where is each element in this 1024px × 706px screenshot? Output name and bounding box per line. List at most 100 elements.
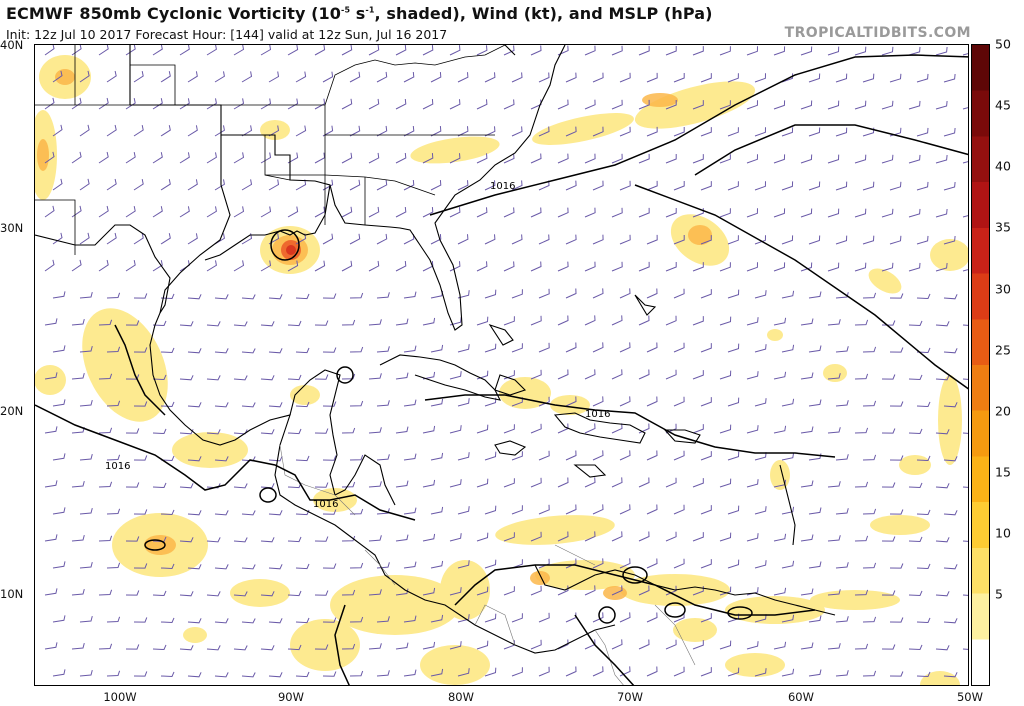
wind-barb — [422, 425, 436, 434]
wind-barb — [935, 321, 950, 327]
wind-barb — [800, 588, 814, 596]
wind-barb — [503, 153, 515, 164]
wind-barb — [746, 371, 759, 380]
wind-barb — [395, 642, 409, 650]
wind-barb — [52, 124, 63, 137]
wind-barb — [268, 179, 280, 191]
wind-barb — [584, 531, 596, 542]
wind-barb — [287, 644, 302, 651]
wind-barb — [800, 154, 813, 164]
wind-barb — [187, 294, 202, 300]
wind-barb — [646, 666, 658, 677]
wind-barb — [962, 215, 968, 218]
wind-barb — [422, 317, 436, 326]
isobar-labels: 1016 1016 1016 1016 — [105, 181, 610, 510]
wind-barb — [430, 452, 444, 461]
wind-barb — [268, 672, 283, 678]
wind-barb — [908, 428, 923, 435]
wind-barb — [584, 585, 596, 596]
wind-barb — [125, 206, 136, 218]
wind-barb — [187, 233, 198, 245]
wind-barb — [98, 45, 109, 56]
wind-barb — [746, 154, 758, 164]
wind-barb — [835, 670, 849, 677]
wind-barb — [935, 208, 948, 218]
wind-barb — [719, 46, 731, 56]
wind-barb — [773, 208, 786, 218]
wind-barb — [592, 396, 604, 407]
wind-barb — [530, 315, 542, 326]
wind-barb — [449, 533, 462, 542]
wind-barb — [908, 262, 921, 272]
lon-label-80w: 80W — [447, 690, 475, 704]
wind-barb — [773, 262, 786, 272]
wind-barb — [889, 671, 904, 677]
wind-barb — [665, 585, 677, 596]
wind-barb — [565, 180, 577, 191]
wind-barb — [511, 613, 523, 623]
wind-barb — [314, 428, 329, 434]
colorbar-tick-label: 25 — [995, 342, 1011, 358]
wind-barb — [719, 154, 731, 164]
wind-barb — [241, 125, 253, 137]
wind-barb — [935, 100, 948, 110]
wind-barb — [592, 72, 604, 83]
wind-barb — [565, 504, 577, 515]
wind-barb — [592, 504, 604, 515]
wind-barb — [700, 127, 712, 137]
wind-barb — [268, 564, 283, 570]
wind-barb — [962, 324, 968, 326]
wind-barb — [484, 559, 497, 569]
wind-barb — [727, 235, 739, 245]
wind-barb — [503, 261, 515, 272]
wind-barb — [781, 344, 795, 353]
wind-barb — [71, 45, 82, 56]
wind-barb — [592, 666, 604, 677]
wind-barb — [584, 477, 596, 488]
wind-barb — [241, 618, 256, 624]
wind-barb — [160, 71, 171, 83]
wind-barb — [79, 561, 93, 569]
wind-barb — [341, 427, 356, 434]
wind-barb — [611, 423, 623, 434]
wind-barb — [881, 100, 894, 110]
wind-barb — [962, 432, 968, 434]
wind-barb — [260, 206, 272, 218]
wind-barb — [241, 564, 256, 570]
wind-barb — [484, 234, 496, 245]
wind-barb — [71, 97, 82, 110]
wind-barb — [619, 72, 631, 83]
wind-barb — [962, 107, 968, 110]
wind-barb — [530, 207, 542, 218]
wind-barb — [457, 614, 470, 623]
wind-barb — [152, 98, 163, 110]
wind-barb — [160, 293, 175, 300]
wind-barb — [322, 509, 337, 515]
wind-barb — [565, 126, 577, 137]
wind-barb — [133, 617, 148, 623]
wind-barb — [476, 586, 489, 596]
wind-barb — [611, 153, 623, 164]
wind-barb — [403, 669, 417, 677]
wind-barb — [322, 617, 337, 623]
wind-barb — [592, 558, 604, 569]
wind-barb — [862, 616, 877, 623]
lon-label-70w: 70W — [616, 690, 644, 704]
wind-barb — [44, 318, 58, 326]
wind-barb — [214, 564, 229, 570]
wind-barb — [511, 505, 523, 515]
wind-barb — [773, 154, 786, 164]
wind-barb — [746, 425, 759, 434]
wind-barb — [368, 589, 382, 596]
wind-barb — [287, 152, 299, 164]
wind-barb — [565, 288, 577, 299]
wind-barb — [349, 179, 361, 191]
wind-barb — [727, 397, 740, 407]
wind-barb — [314, 98, 326, 110]
wind-barb — [314, 320, 329, 326]
wind-barb — [511, 180, 523, 191]
wind-barb — [584, 45, 596, 56]
wind-barb — [160, 563, 175, 570]
wind-barb — [773, 371, 787, 380]
wind-barb — [214, 294, 229, 300]
